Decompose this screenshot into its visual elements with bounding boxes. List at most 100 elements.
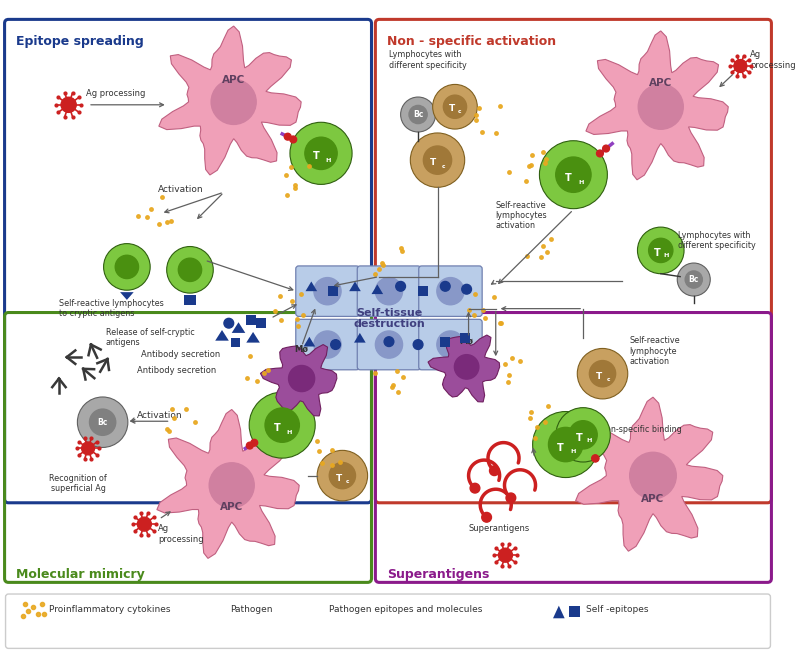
Text: H: H [286, 430, 292, 435]
Circle shape [638, 227, 684, 274]
Text: H: H [570, 449, 575, 454]
Bar [460, 333, 470, 343]
Circle shape [592, 455, 599, 462]
Circle shape [482, 512, 491, 522]
Circle shape [396, 281, 406, 291]
Text: Self-reactive lymphocytes
to cryptic antigens: Self-reactive lymphocytes to cryptic ant… [59, 299, 164, 318]
Polygon shape [349, 281, 361, 291]
Circle shape [82, 442, 94, 455]
Polygon shape [306, 281, 317, 291]
Polygon shape [157, 409, 299, 558]
Text: T: T [596, 372, 602, 381]
Text: Bc: Bc [413, 110, 423, 119]
Bar [184, 295, 196, 305]
FancyBboxPatch shape [6, 594, 770, 648]
Circle shape [246, 442, 253, 449]
FancyBboxPatch shape [296, 266, 359, 316]
Circle shape [314, 331, 341, 358]
Text: Pathogen epitopes and molecules: Pathogen epitopes and molecules [329, 605, 482, 614]
Circle shape [685, 271, 702, 288]
Bar [246, 315, 256, 325]
Text: H: H [586, 438, 592, 444]
Bar [256, 318, 266, 328]
Circle shape [289, 366, 314, 391]
Circle shape [61, 97, 76, 112]
Polygon shape [232, 322, 246, 333]
Text: c: c [346, 478, 350, 484]
Text: Mø: Mø [294, 345, 309, 354]
Text: T: T [558, 443, 564, 453]
Circle shape [265, 408, 299, 442]
Circle shape [578, 348, 628, 399]
Polygon shape [586, 31, 728, 180]
Text: H: H [325, 158, 330, 162]
Circle shape [443, 95, 466, 118]
Circle shape [649, 238, 673, 263]
FancyBboxPatch shape [358, 266, 421, 316]
Text: Bc: Bc [689, 275, 699, 284]
Text: Recognition of
superficial Ag: Recognition of superficial Ag [50, 474, 107, 493]
Circle shape [533, 412, 598, 478]
Circle shape [569, 420, 598, 449]
Polygon shape [120, 292, 134, 300]
Circle shape [138, 517, 151, 531]
Text: T: T [654, 248, 661, 258]
Circle shape [470, 483, 480, 493]
Bar [418, 286, 428, 296]
Circle shape [178, 258, 202, 281]
Text: Superantigens: Superantigens [469, 524, 530, 533]
Text: Antibody secretion: Antibody secretion [137, 366, 216, 376]
Text: T: T [565, 173, 572, 183]
Circle shape [251, 440, 258, 446]
Text: APC: APC [642, 494, 665, 504]
Bar [569, 606, 580, 617]
Bar [441, 337, 450, 347]
Circle shape [209, 463, 254, 508]
Circle shape [330, 340, 341, 349]
Polygon shape [159, 26, 301, 175]
Circle shape [317, 450, 368, 501]
Circle shape [556, 157, 591, 192]
Circle shape [284, 133, 291, 140]
Text: T: T [430, 158, 437, 168]
Polygon shape [215, 330, 229, 341]
FancyBboxPatch shape [418, 319, 482, 370]
Text: Self-tissue
destruction: Self-tissue destruction [353, 308, 425, 329]
Text: c: c [442, 164, 446, 168]
Text: c: c [458, 109, 462, 114]
Circle shape [437, 278, 464, 305]
Circle shape [224, 318, 234, 328]
Circle shape [498, 548, 513, 562]
Text: T: T [449, 104, 454, 114]
Circle shape [103, 244, 150, 290]
Text: Molecular mimicry: Molecular mimicry [16, 568, 145, 581]
Circle shape [410, 133, 465, 187]
Circle shape [290, 136, 297, 143]
Text: Bc: Bc [98, 418, 108, 427]
Text: Ag
processing: Ag processing [750, 50, 796, 70]
Text: Pathogen: Pathogen [230, 605, 272, 614]
Circle shape [592, 455, 598, 462]
Circle shape [602, 145, 610, 152]
Text: Activation: Activation [158, 185, 203, 194]
Circle shape [90, 409, 116, 436]
Circle shape [678, 263, 710, 296]
Circle shape [441, 281, 450, 291]
Circle shape [433, 84, 478, 129]
Text: Ag processing: Ag processing [86, 88, 146, 98]
Circle shape [330, 463, 355, 488]
Polygon shape [575, 397, 723, 551]
Text: Release of self-cryptic
antigens: Release of self-cryptic antigens [106, 328, 194, 347]
Text: H: H [663, 253, 669, 258]
Circle shape [454, 354, 479, 379]
Circle shape [437, 331, 464, 358]
Text: Lymphocytes with
different specificity: Lymphocytes with different specificity [389, 50, 466, 70]
Circle shape [630, 452, 676, 499]
Text: Superantigens: Superantigens [387, 568, 490, 581]
Circle shape [590, 360, 616, 387]
Text: Self -epitopes: Self -epitopes [586, 605, 649, 614]
Text: APC: APC [222, 75, 246, 84]
Circle shape [414, 340, 423, 349]
Bar [328, 286, 338, 296]
Polygon shape [261, 345, 337, 416]
